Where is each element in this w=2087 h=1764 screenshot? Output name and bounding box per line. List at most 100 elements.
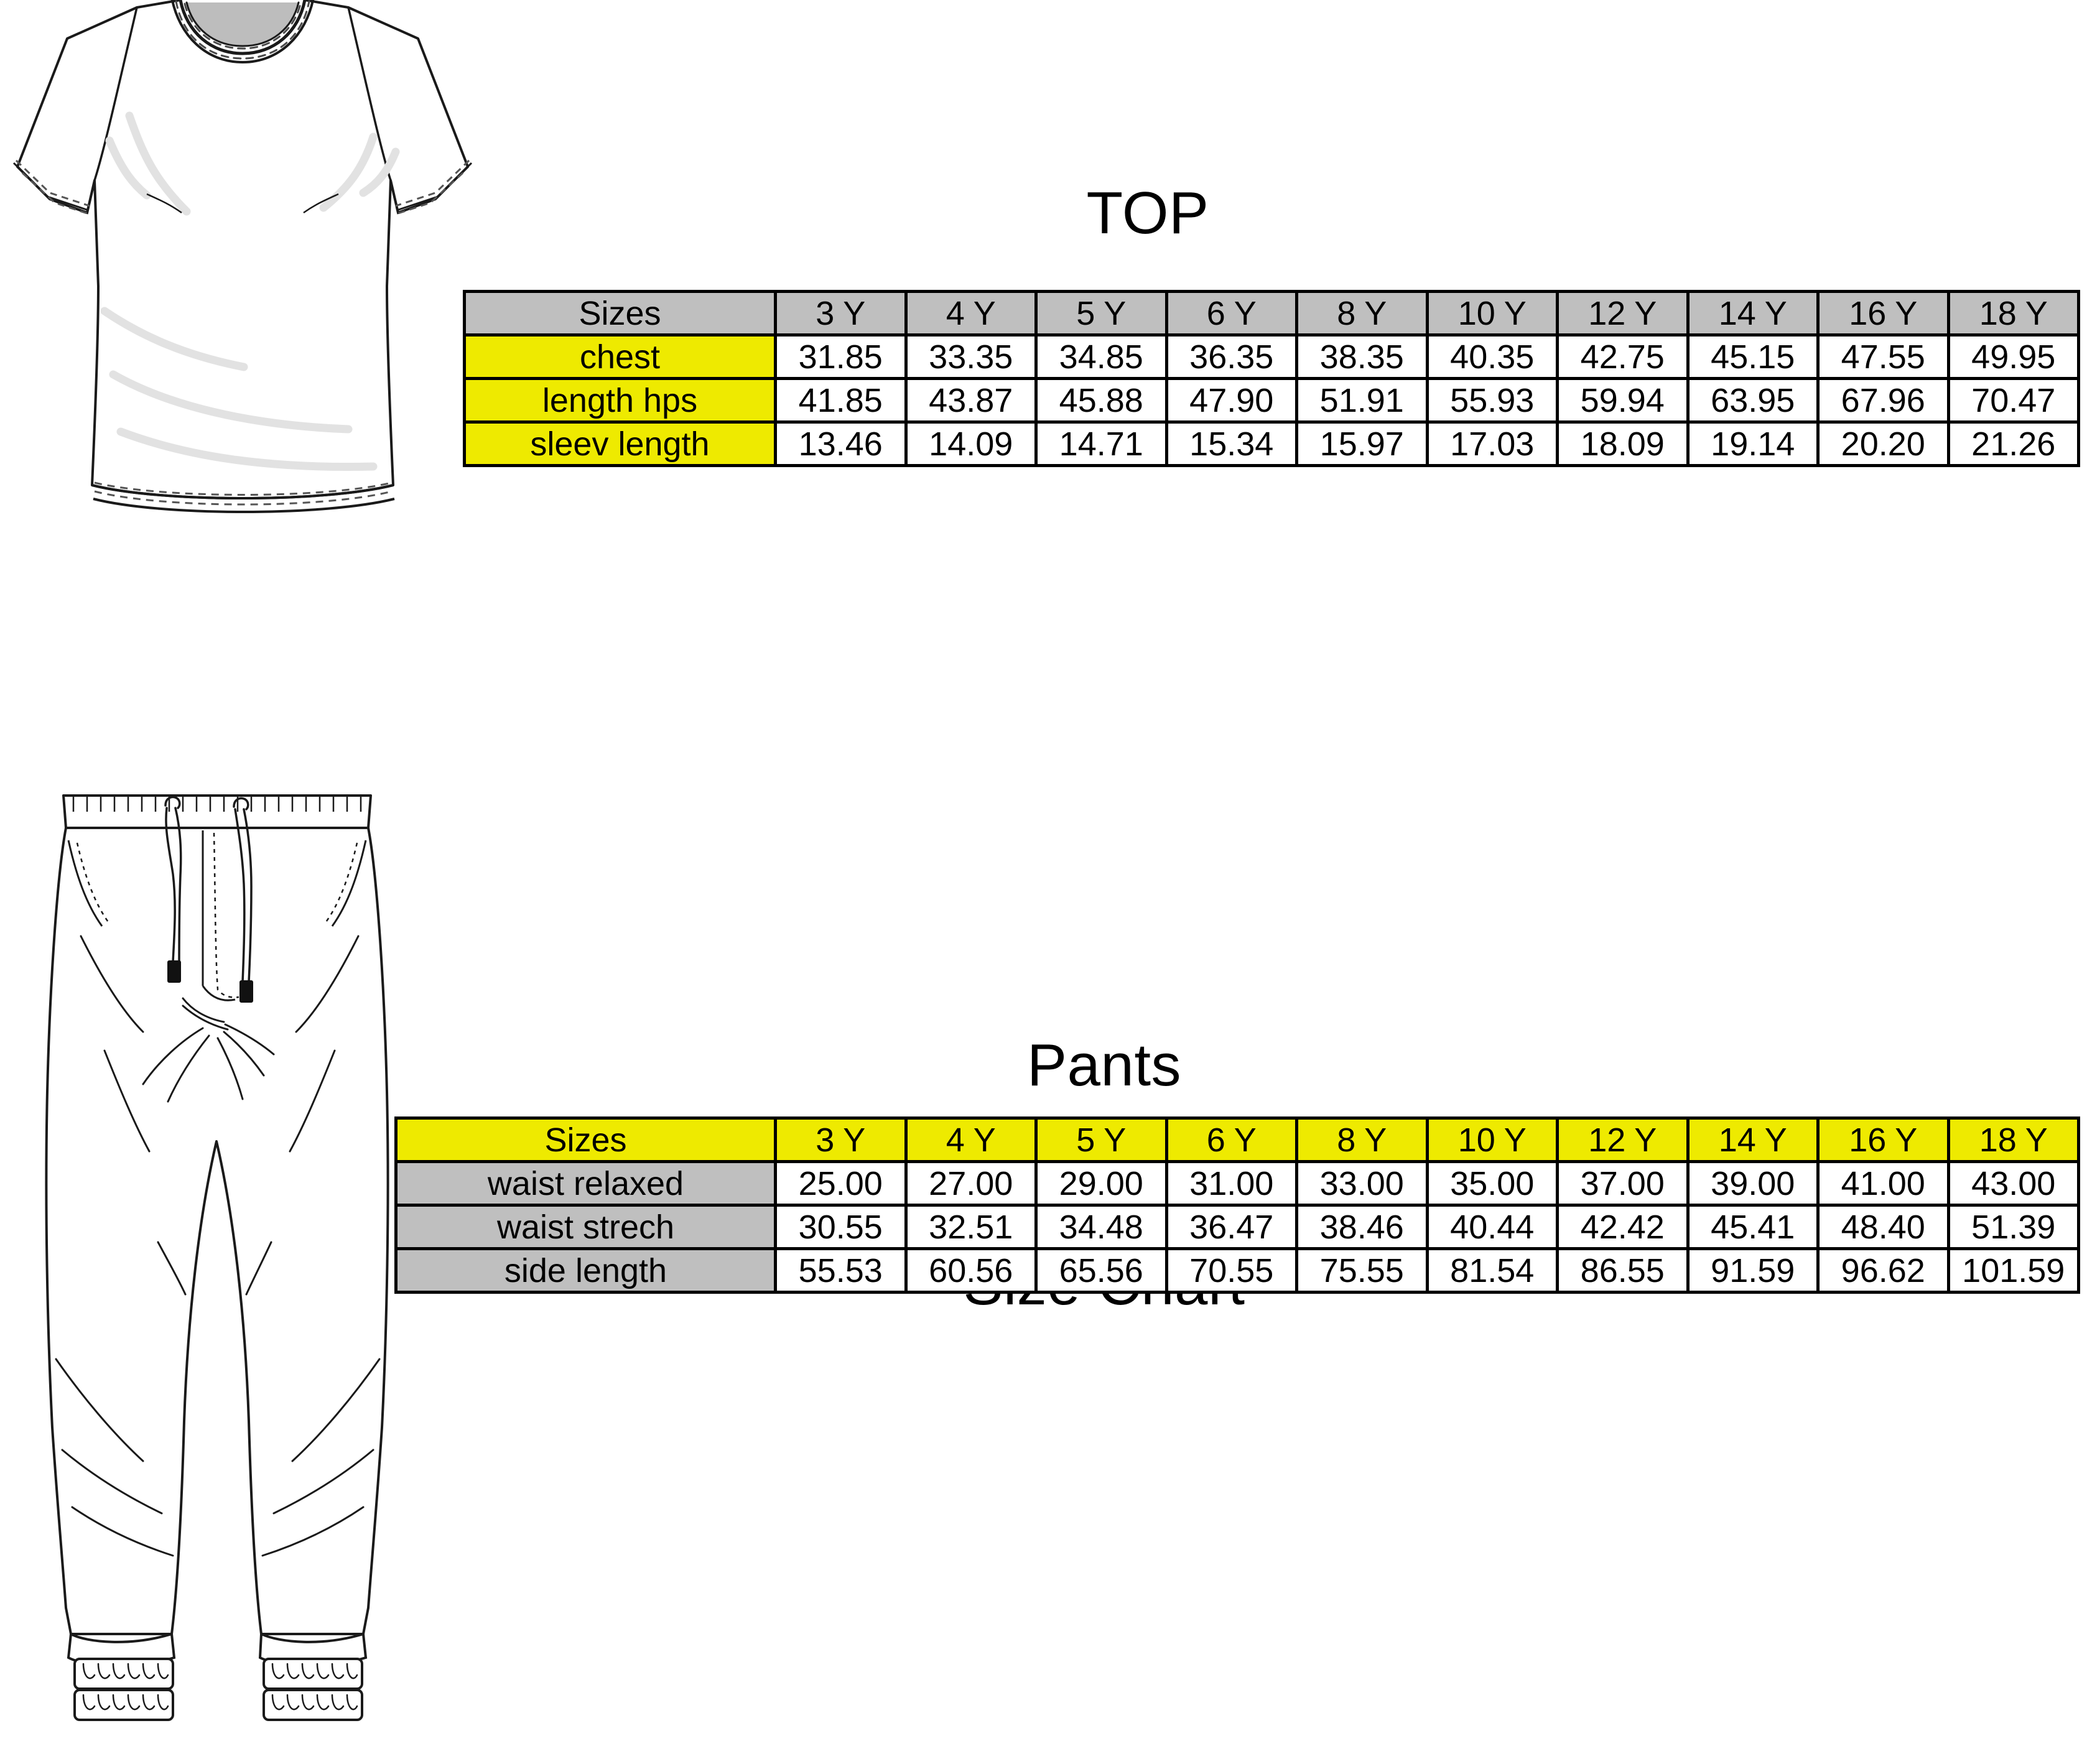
header-size-18y: 18 Y [1946,290,2080,337]
cell-waist-relaxed-5y: 29.00 [1034,1160,1168,1207]
cell-length-hps-5y: 45.88 [1034,377,1168,424]
cell-length-hps-18y: 70.47 [1946,377,2080,424]
header-size-4y: 4 Y [904,1116,1038,1163]
table-header-row: Sizes 3 Y 4 Y 5 Y 6 Y 8 Y 10 Y 12 Y 14 Y… [463,290,2080,337]
row-label-waist-strech: waist strech [394,1204,777,1250]
table-row: chest 31.85 33.35 34.85 36.35 38.35 40.3… [463,333,2080,380]
cell-sleev-length-5y: 14.71 [1034,420,1168,467]
cell-length-hps-14y: 63.95 [1686,377,1820,424]
cell-sleev-length-12y: 18.09 [1556,420,1690,467]
cell-waist-relaxed-8y: 33.00 [1295,1160,1429,1207]
cell-sleev-length-14y: 19.14 [1686,420,1820,467]
row-label-length-hps: length hps [463,377,777,424]
cell-side-length-8y: 75.55 [1295,1247,1429,1294]
cell-waist-strech-5y: 34.48 [1034,1204,1168,1250]
header-size-14y: 14 Y [1686,1116,1820,1163]
cell-waist-strech-18y: 51.39 [1946,1204,2080,1250]
cell-chest-12y: 42.75 [1556,333,1690,380]
header-size-14y: 14 Y [1686,290,1820,337]
pants-illustration [25,781,411,1763]
header-size-3y: 3 Y [774,290,908,337]
header-size-5y: 5 Y [1034,290,1168,337]
cell-length-hps-4y: 43.87 [904,377,1038,424]
cell-waist-strech-6y: 36.47 [1164,1204,1298,1250]
row-label-chest: chest [463,333,777,380]
cell-waist-relaxed-6y: 31.00 [1164,1160,1298,1207]
cell-chest-16y: 47.55 [1816,333,1950,380]
cell-sleev-length-18y: 21.26 [1946,420,2080,467]
cell-waist-relaxed-4y: 27.00 [904,1160,1038,1207]
cell-length-hps-3y: 41.85 [774,377,908,424]
table-row: side length 55.53 60.56 65.56 70.55 75.5… [394,1247,2080,1294]
header-sizes-label: Sizes [394,1116,777,1163]
header-size-6y: 6 Y [1164,1116,1298,1163]
cell-waist-strech-8y: 38.46 [1295,1204,1429,1250]
cell-side-length-4y: 60.56 [904,1247,1038,1294]
cell-waist-strech-16y: 48.40 [1816,1204,1950,1250]
cell-side-length-18y: 101.59 [1946,1247,2080,1294]
cell-chest-14y: 45.15 [1686,333,1820,380]
cell-chest-10y: 40.35 [1425,333,1559,380]
cell-sleev-length-8y: 15.97 [1295,420,1429,467]
header-size-8y: 8 Y [1295,290,1429,337]
cell-waist-relaxed-12y: 37.00 [1556,1160,1690,1207]
header-size-12y: 12 Y [1556,290,1690,337]
cell-waist-relaxed-3y: 25.00 [774,1160,908,1207]
header-size-10y: 10 Y [1425,290,1559,337]
cell-sleev-length-10y: 17.03 [1425,420,1559,467]
cell-waist-relaxed-18y: 43.00 [1946,1160,2080,1207]
cell-sleev-length-6y: 15.34 [1164,420,1298,467]
cell-chest-8y: 38.35 [1295,333,1429,380]
cell-side-length-3y: 55.53 [774,1247,908,1294]
cell-sleev-length-3y: 13.46 [774,420,908,467]
cell-waist-strech-12y: 42.42 [1556,1204,1690,1250]
cell-length-hps-12y: 59.94 [1556,377,1690,424]
header-sizes-label: Sizes [463,290,777,337]
header-size-8y: 8 Y [1295,1116,1429,1163]
header-size-12y: 12 Y [1556,1116,1690,1163]
cell-chest-6y: 36.35 [1164,333,1298,380]
cell-waist-relaxed-10y: 35.00 [1425,1160,1559,1207]
row-label-waist-relaxed: waist relaxed [394,1160,777,1207]
header-size-5y: 5 Y [1034,1116,1168,1163]
tshirt-illustration [0,0,485,529]
top-heading-line1: TOP [1086,180,1209,247]
cell-side-length-12y: 86.55 [1556,1247,1690,1294]
cell-sleev-length-4y: 14.09 [904,420,1038,467]
cell-waist-strech-3y: 30.55 [774,1204,908,1250]
header-size-6y: 6 Y [1164,290,1298,337]
header-size-16y: 16 Y [1816,1116,1950,1163]
header-size-16y: 16 Y [1816,290,1950,337]
cell-waist-strech-14y: 45.41 [1686,1204,1820,1250]
cell-length-hps-10y: 55.93 [1425,377,1559,424]
header-size-18y: 18 Y [1946,1116,2080,1163]
cell-side-length-10y: 81.54 [1425,1247,1559,1294]
table-row: length hps 41.85 43.87 45.88 47.90 51.91… [463,377,2080,424]
header-size-3y: 3 Y [774,1116,908,1163]
cell-waist-relaxed-14y: 39.00 [1686,1160,1820,1207]
cell-length-hps-8y: 51.91 [1295,377,1429,424]
cell-waist-strech-10y: 40.44 [1425,1204,1559,1250]
cell-waist-strech-4y: 32.51 [904,1204,1038,1250]
pants-size-table: Sizes 3 Y 4 Y 5 Y 6 Y 8 Y 10 Y 12 Y 14 Y… [394,1116,2080,1294]
pants-heading-line1: Pants [1027,1032,1181,1099]
cell-chest-18y: 49.95 [1946,333,2080,380]
cell-length-hps-16y: 67.96 [1816,377,1950,424]
cell-length-hps-6y: 47.90 [1164,377,1298,424]
top-size-table: Sizes 3 Y 4 Y 5 Y 6 Y 8 Y 10 Y 12 Y 14 Y… [463,290,2080,467]
header-size-4y: 4 Y [904,290,1038,337]
table-header-row: Sizes 3 Y 4 Y 5 Y 6 Y 8 Y 10 Y 12 Y 14 Y… [394,1116,2080,1163]
cell-chest-5y: 34.85 [1034,333,1168,380]
table-row: waist relaxed 25.00 27.00 29.00 31.00 33… [394,1160,2080,1207]
cell-side-length-6y: 70.55 [1164,1247,1298,1294]
table-row: waist strech 30.55 32.51 34.48 36.47 38.… [394,1204,2080,1250]
cell-chest-3y: 31.85 [774,333,908,380]
cell-side-length-5y: 65.56 [1034,1247,1168,1294]
cell-side-length-16y: 96.62 [1816,1247,1950,1294]
header-size-10y: 10 Y [1425,1116,1559,1163]
row-label-side-length: side length [394,1247,777,1294]
cell-sleev-length-16y: 20.20 [1816,420,1950,467]
cell-chest-4y: 33.35 [904,333,1038,380]
row-label-sleev-length: sleev length [463,420,777,467]
